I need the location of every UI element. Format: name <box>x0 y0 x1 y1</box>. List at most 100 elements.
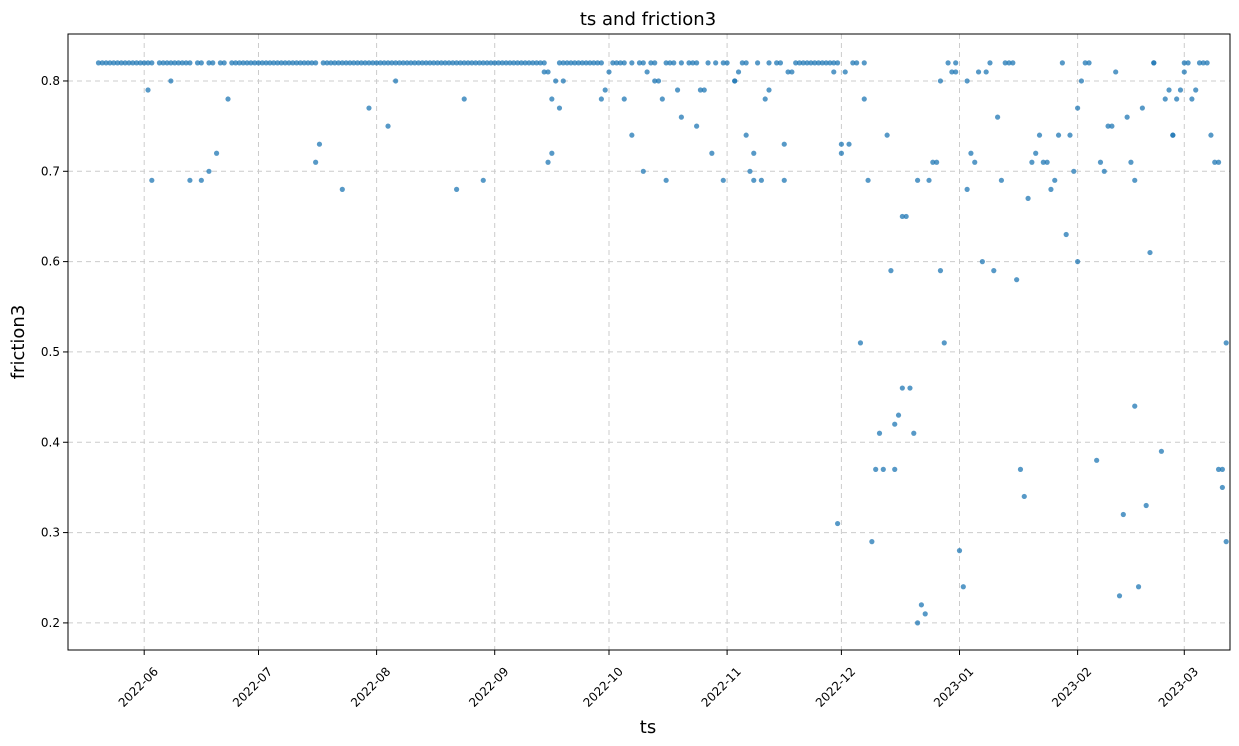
data-point <box>1029 159 1035 165</box>
data-point <box>1033 150 1039 156</box>
data-point <box>1174 96 1180 102</box>
data-point <box>137 60 143 66</box>
data-point <box>934 159 940 165</box>
y-tick-label: 0.2 <box>41 616 60 630</box>
data-point <box>758 177 764 183</box>
data-point <box>834 60 841 66</box>
data-point <box>1105 123 1111 129</box>
data-point <box>655 78 662 84</box>
data-point <box>461 96 467 102</box>
data-point <box>229 60 235 66</box>
x-tick-label: 2023-03 <box>1156 664 1201 709</box>
data-point <box>587 60 593 66</box>
data-point <box>122 60 128 66</box>
data-point <box>1212 159 1218 165</box>
data-point <box>819 60 825 66</box>
data-point <box>1200 60 1206 66</box>
data-point <box>1166 87 1172 93</box>
data-point <box>1128 159 1134 165</box>
data-point <box>953 69 959 75</box>
data-point <box>606 69 612 75</box>
data-point <box>1075 105 1081 111</box>
data-point <box>598 96 604 102</box>
data-point <box>271 60 277 66</box>
data-point <box>1193 87 1199 93</box>
data-point <box>663 60 669 66</box>
data-point <box>1063 231 1069 238</box>
points-layer <box>95 60 1229 626</box>
data-point <box>842 69 848 75</box>
data-point <box>374 60 380 66</box>
data-point <box>838 141 845 147</box>
data-point <box>427 60 433 66</box>
data-point <box>899 213 905 220</box>
data-point <box>815 60 822 66</box>
data-point <box>210 60 216 66</box>
data-point <box>640 60 646 66</box>
data-point <box>1109 123 1115 129</box>
data-point <box>518 60 524 66</box>
data-point <box>233 60 239 66</box>
data-point <box>393 60 399 66</box>
data-point <box>347 60 353 66</box>
data-point <box>812 60 818 66</box>
data-point <box>313 60 319 66</box>
data-point <box>781 141 787 147</box>
data-point <box>522 60 528 66</box>
data-point <box>168 78 174 84</box>
data-point <box>568 60 574 66</box>
data-point <box>598 60 604 66</box>
grid-layer <box>68 34 1230 650</box>
y-tick-label: 0.3 <box>41 526 60 540</box>
data-point <box>172 60 178 66</box>
data-point <box>1208 132 1214 138</box>
x-axis: 2022-06 2022-07 2022-08 2022-09 2022-10 2022-… <box>116 650 1201 710</box>
x-tick-label: 2022-10 <box>580 664 625 709</box>
data-point <box>332 60 338 66</box>
data-point <box>111 60 117 66</box>
data-point <box>888 268 894 274</box>
data-point <box>1139 105 1145 111</box>
data-point <box>838 150 845 156</box>
data-point <box>187 60 193 66</box>
data-point <box>1078 78 1085 84</box>
data-point <box>545 69 551 75</box>
data-point <box>1177 87 1184 93</box>
data-point <box>1075 259 1081 265</box>
data-point <box>754 60 761 66</box>
data-point <box>339 186 345 192</box>
data-point <box>1151 60 1157 66</box>
data-point <box>556 60 563 66</box>
data-point <box>694 60 700 66</box>
data-point <box>381 60 387 66</box>
data-point <box>652 78 658 84</box>
data-point <box>511 60 517 66</box>
data-point <box>743 132 749 138</box>
data-point <box>290 60 296 66</box>
data-point <box>149 60 155 66</box>
data-point <box>194 60 201 66</box>
data-point <box>221 60 227 66</box>
data-point <box>1113 69 1119 75</box>
data-point <box>1124 114 1130 120</box>
data-point <box>198 60 204 66</box>
data-point <box>747 168 753 174</box>
data-point <box>594 60 601 66</box>
data-point <box>914 177 921 183</box>
data-point <box>995 114 1001 120</box>
data-point <box>1170 132 1176 138</box>
data-point <box>145 60 151 66</box>
data-point <box>850 60 856 66</box>
data-point <box>583 60 589 66</box>
data-point <box>465 60 471 66</box>
data-point <box>377 60 384 66</box>
data-point <box>1097 159 1104 165</box>
data-point <box>972 159 978 165</box>
chart-title: ts and friction3 <box>580 9 716 30</box>
data-point <box>796 60 803 66</box>
data-point <box>187 177 193 183</box>
data-point <box>937 268 944 274</box>
data-point <box>1219 484 1225 491</box>
data-point <box>488 60 494 66</box>
data-point <box>979 259 985 265</box>
